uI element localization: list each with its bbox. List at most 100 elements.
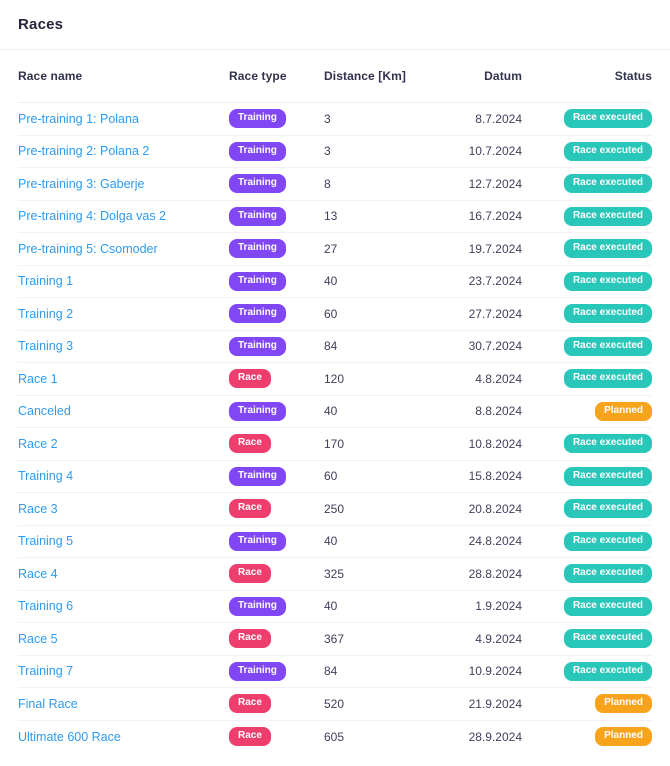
distance-cell: 250: [324, 501, 345, 516]
date-cell: 12.7.2024: [468, 176, 522, 191]
date-cell: 24.8.2024: [468, 534, 522, 549]
race-name-link[interactable]: Training 6: [18, 599, 74, 614]
races-table: Race name Race type Distance [Km] Datum …: [0, 50, 670, 753]
race-name-cell: Training 2: [18, 307, 229, 321]
page-title: Races: [18, 16, 64, 33]
race-type-cell: Training: [229, 271, 324, 291]
race-type-badge: Race: [229, 727, 271, 747]
race-name-link[interactable]: Race 4: [18, 566, 58, 581]
race-name-link[interactable]: Race 2: [18, 436, 58, 451]
status-cell: Planned: [522, 694, 652, 714]
status-cell: Race executed: [522, 304, 652, 324]
distance-cell: 367: [324, 631, 345, 646]
status-cell: Race executed: [522, 109, 652, 129]
status-cell: Race executed: [522, 499, 652, 519]
date-cell: 23.7.2024: [468, 274, 522, 289]
race-type-badge: Training: [229, 531, 286, 551]
race-name-cell: Training 3: [18, 339, 229, 353]
race-name-cell: Race 5: [18, 632, 229, 646]
race-name-link[interactable]: Race 1: [18, 371, 58, 386]
distance-cell: 3: [324, 144, 331, 159]
table-row: Training 4 Training 60 15.8.2024 Race ex…: [18, 461, 652, 493]
race-type-cell: Training: [229, 596, 324, 616]
race-name-link[interactable]: Final Race: [18, 696, 78, 711]
race-name-link[interactable]: Training 4: [18, 469, 74, 484]
status-badge: Race executed: [563, 174, 652, 194]
race-type-cell: Race: [229, 499, 324, 519]
distance-cell: 170: [324, 436, 345, 451]
status-cell: Race executed: [522, 661, 652, 681]
status-badge: Race executed: [563, 304, 652, 324]
race-name-link[interactable]: Race 3: [18, 501, 58, 516]
date-cell: 4.8.2024: [475, 371, 522, 386]
race-type-badge: Training: [229, 661, 286, 681]
race-name-cell: Race 4: [18, 567, 229, 581]
table-row: Training 3 Training 84 30.7.2024 Race ex…: [18, 331, 652, 363]
race-type-cell: Training: [229, 206, 324, 226]
table-body: Pre-training 1: Polana Training 3 8.7.20…: [18, 103, 652, 753]
table-row: Pre-training 1: Polana Training 3 8.7.20…: [18, 103, 652, 136]
race-name-link[interactable]: Pre-training 5: Csomoder: [18, 241, 158, 256]
race-type-badge: Training: [229, 466, 286, 486]
race-type-badge: Training: [229, 271, 286, 291]
table-row: Race 5 Race 367 4.9.2024 Race executed: [18, 623, 652, 656]
race-type-cell: Training: [229, 141, 324, 161]
race-name-cell: Race 3: [18, 502, 229, 516]
status-cell: Race executed: [522, 206, 652, 226]
race-name-link[interactable]: Training 7: [18, 664, 74, 679]
race-name-link[interactable]: Pre-training 1: Polana: [18, 111, 139, 126]
status-badge: Race executed: [563, 271, 652, 291]
status-badge: Race executed: [563, 239, 652, 259]
status-cell: Race executed: [522, 531, 652, 551]
race-name-link[interactable]: Training 5: [18, 534, 74, 549]
race-name-cell: Ultimate 600 Race: [18, 730, 229, 744]
race-name-link[interactable]: Pre-training 4: Dolga vas 2: [18, 209, 166, 224]
distance-cell: 40: [324, 534, 338, 549]
race-type-badge: Race: [229, 694, 271, 714]
race-name-cell: Pre-training 5: Csomoder: [18, 242, 229, 256]
race-type-cell: Training: [229, 401, 324, 421]
race-type-badge: Training: [229, 401, 286, 421]
distance-cell: 84: [324, 339, 338, 354]
race-name-link[interactable]: Canceled: [18, 404, 71, 419]
date-cell: 10.7.2024: [468, 144, 522, 159]
race-name-cell: Training 6: [18, 599, 229, 613]
race-name-cell: Training 7: [18, 664, 229, 678]
column-header-race-type: Race type: [229, 69, 287, 83]
column-header-race-name: Race name: [18, 69, 83, 83]
status-cell: Race executed: [522, 369, 652, 389]
table-row: Training 7 Training 84 10.9.2024 Race ex…: [18, 656, 652, 688]
table-row: Race 2 Race 170 10.8.2024 Race executed: [18, 428, 652, 461]
race-type-cell: Race: [229, 369, 324, 389]
race-name-link[interactable]: Training 2: [18, 306, 74, 321]
date-cell: 4.9.2024: [475, 631, 522, 646]
column-header-datum: Datum: [484, 69, 522, 83]
race-name-link[interactable]: Ultimate 600 Race: [18, 729, 121, 744]
distance-cell: 27: [324, 241, 338, 256]
race-name-link[interactable]: Race 5: [18, 631, 58, 646]
status-cell: Race executed: [522, 239, 652, 259]
race-type-badge: Race: [229, 434, 271, 454]
date-cell: 28.8.2024: [468, 566, 522, 581]
race-type-badge: Training: [229, 141, 286, 161]
race-name-link[interactable]: Training 3: [18, 339, 74, 354]
status-cell: Race executed: [522, 596, 652, 616]
race-type-cell: Race: [229, 629, 324, 649]
column-header-distance: Distance [Km]: [324, 69, 406, 83]
status-badge: Planned: [595, 401, 652, 421]
page-header: Races: [0, 0, 670, 50]
race-name-link[interactable]: Training 1: [18, 274, 74, 289]
table-row: Training 2 Training 60 27.7.2024 Race ex…: [18, 298, 652, 331]
race-name-cell: Race 1: [18, 372, 229, 386]
race-name-link[interactable]: Pre-training 3: Gaberje: [18, 176, 145, 191]
race-type-badge: Training: [229, 206, 286, 226]
race-type-badge: Race: [229, 564, 271, 584]
date-cell: 10.9.2024: [468, 664, 522, 679]
race-type-badge: Training: [229, 109, 286, 129]
race-name-cell: Pre-training 3: Gaberje: [18, 177, 229, 191]
race-type-badge: Race: [229, 629, 271, 649]
race-name-cell: Pre-training 1: Polana: [18, 112, 229, 126]
race-name-link[interactable]: Pre-training 2: Polana 2: [18, 144, 150, 159]
distance-cell: 60: [324, 469, 338, 484]
